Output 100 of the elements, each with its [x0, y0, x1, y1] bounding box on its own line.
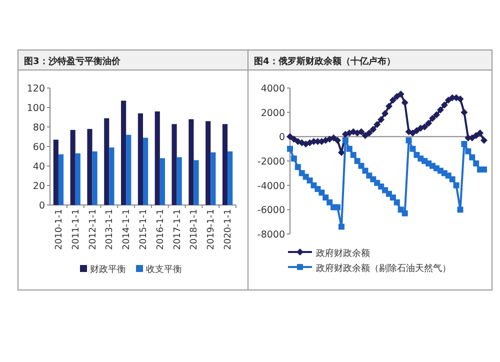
y-tick-label: 0: [278, 132, 285, 144]
point: [334, 204, 341, 210]
point: [397, 90, 404, 98]
x-tick-label: 2013-1-1: [105, 209, 116, 250]
point: [465, 148, 472, 154]
bar: [176, 157, 182, 205]
x-tick-label: 2020-1-1: [224, 209, 234, 250]
bar: [70, 130, 76, 205]
point: [393, 93, 400, 100]
point: [432, 111, 440, 118]
point: [330, 134, 338, 142]
bar: [104, 118, 110, 205]
point: [456, 95, 464, 102]
point: [286, 133, 294, 140]
y-tick-label: 100: [26, 103, 45, 114]
bar: [210, 152, 216, 205]
point: [354, 158, 360, 164]
x-tick-label: 2010-1-1: [54, 209, 64, 250]
y-tick-label: -2000: [257, 156, 285, 168]
point: [370, 126, 377, 133]
point: [401, 99, 408, 106]
y-tick-label: -6000: [257, 205, 285, 216]
point: [425, 120, 432, 127]
point: [436, 106, 444, 114]
point: [421, 123, 428, 130]
point: [358, 128, 365, 136]
point: [326, 199, 333, 206]
y-tick-label: 60: [32, 142, 45, 153]
bar: [143, 138, 148, 205]
point: [460, 108, 468, 116]
y-tick-label: 4000: [260, 84, 285, 94]
y-tick-label: 0: [38, 200, 45, 212]
bar: [121, 100, 126, 205]
bar: [206, 121, 211, 205]
bar: [138, 113, 143, 205]
bar: [126, 134, 132, 205]
point: [334, 136, 342, 144]
point: [318, 190, 325, 196]
bar: [194, 160, 199, 205]
bar: [188, 119, 194, 205]
point: [374, 121, 381, 128]
point: [342, 137, 348, 144]
point: [469, 154, 476, 160]
legend-label: 政府财政余额: [316, 248, 370, 259]
point: [472, 132, 480, 139]
point: [306, 177, 313, 184]
point: [382, 110, 389, 118]
point: [350, 152, 356, 158]
x-tick-label: 2017-1-1: [172, 209, 183, 250]
bar: [58, 154, 64, 205]
x-tick-label: 2018-1-1: [190, 209, 200, 250]
point: [362, 132, 369, 139]
point: [322, 194, 329, 200]
point: [338, 224, 344, 230]
point: [461, 140, 468, 147]
chart-title: 图4：俄罗斯财政余额（十亿卢布）: [254, 56, 396, 67]
point: [413, 127, 420, 134]
point: [410, 146, 416, 152]
x-tick-label: 2011-1-1: [71, 209, 82, 250]
point: [390, 194, 396, 200]
point: [481, 166, 487, 173]
y-tick-label: -8000: [257, 230, 285, 240]
y-tick-label: 80: [32, 122, 45, 134]
bar: [87, 128, 92, 205]
y-tick-label: 20: [32, 181, 45, 192]
bar: [228, 151, 233, 205]
y-tick-label: 2000: [260, 108, 285, 119]
x-tick-label: 2014-1-1: [122, 209, 132, 250]
legend-label: 收支平衡: [146, 264, 182, 275]
chart-title: 图3：沙特盈亏平衡油价: [24, 56, 122, 67]
point: [409, 130, 416, 137]
bar: [53, 140, 58, 205]
bar: [222, 124, 228, 205]
bar: [160, 158, 165, 205]
x-tick-label: 2016-1-1: [156, 209, 166, 250]
point: [362, 168, 368, 174]
point: [290, 156, 297, 162]
point: [473, 160, 480, 166]
y-tick-label: -4000: [257, 180, 285, 192]
point: [402, 210, 408, 216]
point: [406, 137, 412, 144]
bar: [75, 153, 80, 205]
point: [440, 102, 448, 109]
point: [394, 199, 400, 206]
x-tick-label: 2012-1-1: [88, 209, 98, 250]
bar: [92, 151, 98, 205]
point: [449, 176, 456, 182]
bar: [109, 147, 114, 205]
point: [366, 130, 373, 137]
legend-label: 政府财政余额（剔除石油天然气）: [316, 263, 451, 274]
x-tick-label: 2015-1-1: [139, 209, 149, 250]
bar: [172, 124, 177, 205]
y-tick-label: 120: [26, 84, 45, 94]
point: [378, 116, 385, 124]
point: [453, 182, 460, 188]
point: [444, 96, 452, 104]
point: [385, 102, 392, 110]
bar: [154, 111, 160, 205]
point: [287, 146, 293, 152]
y-tick-label: 40: [32, 162, 45, 172]
